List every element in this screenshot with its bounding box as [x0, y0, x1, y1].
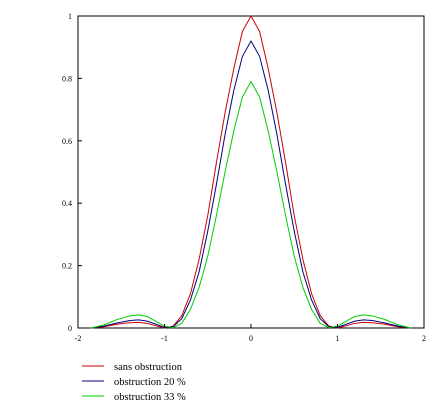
series-layer — [90, 15, 412, 329]
y-tick-label: 0.2 — [62, 262, 72, 271]
y-tick-label: 0.8 — [62, 74, 72, 83]
x-tick-label: 0 — [249, 334, 253, 343]
y-tick-label: 1 — [68, 12, 72, 21]
axis-layer: -2 -1 0 1 2 0 0.2 0.4 0.6 0.8 1 — [62, 12, 426, 343]
legend-label-1: obstruction 20 % — [114, 377, 186, 388]
y-tick-label: 0.4 — [62, 199, 72, 208]
series-line-2 — [90, 81, 412, 329]
x-tick-label: -2 — [75, 334, 82, 343]
y-tick-label: 0 — [68, 324, 72, 333]
legend-label-0: sans obstruction — [114, 362, 183, 373]
x-tick-label: 2 — [422, 334, 426, 343]
x-tick-label: 1 — [336, 334, 340, 343]
series-line-0 — [90, 15, 412, 329]
series-line-1 — [90, 40, 412, 329]
x-tick-label: -1 — [161, 334, 168, 343]
legend-label-2: obstruction 33 % — [114, 392, 186, 403]
legend: sans obstruction obstruction 20 % obstruct… — [82, 362, 186, 403]
plot-area-frame — [77, 15, 425, 329]
y-tick-label: 0.6 — [62, 137, 72, 146]
